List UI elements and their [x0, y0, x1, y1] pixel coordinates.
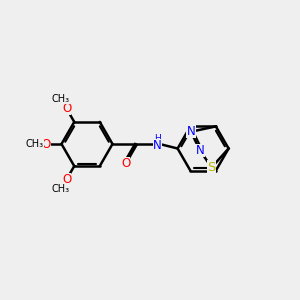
- Text: N: N: [187, 125, 195, 138]
- Text: O: O: [42, 137, 51, 151]
- Text: O: O: [121, 157, 130, 170]
- Text: N: N: [196, 144, 204, 157]
- Text: N: N: [153, 139, 162, 152]
- Text: S: S: [207, 161, 216, 174]
- Text: CH₃: CH₃: [26, 139, 44, 149]
- Text: O: O: [62, 172, 71, 186]
- Text: O: O: [62, 102, 71, 116]
- Text: CH₃: CH₃: [52, 184, 70, 194]
- Text: CH₃: CH₃: [52, 94, 70, 103]
- Text: H: H: [154, 134, 160, 143]
